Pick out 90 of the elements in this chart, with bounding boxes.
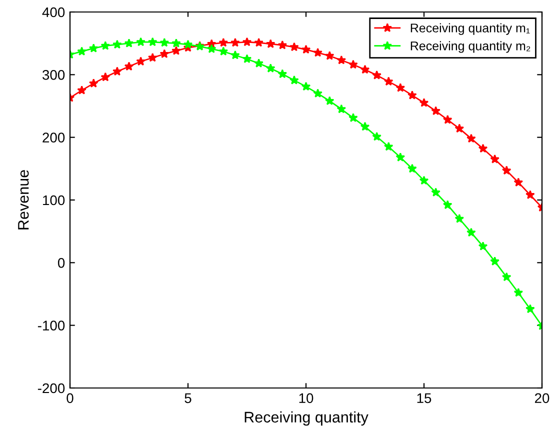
point [478, 242, 488, 250]
legend-label: Receiving quantity m₁ [410, 23, 530, 35]
point [242, 37, 252, 46]
point [112, 66, 122, 76]
point [396, 152, 406, 162]
point [360, 122, 370, 131]
point [172, 46, 181, 55]
point [124, 38, 134, 48]
point [313, 88, 322, 98]
x-tick-label: 0 [66, 393, 74, 404]
point [490, 256, 500, 266]
y-tick-label: 200 [42, 132, 65, 143]
point [301, 82, 311, 91]
point [514, 288, 524, 297]
y-tick-label: -100 [38, 320, 65, 331]
point [502, 272, 512, 282]
point [112, 40, 122, 49]
point [442, 114, 452, 124]
point [230, 38, 240, 47]
point [148, 52, 158, 62]
point [218, 38, 228, 47]
point [290, 75, 299, 84]
point [384, 76, 394, 86]
point [77, 46, 86, 56]
point [148, 37, 158, 46]
point [136, 56, 146, 66]
x-tick-label: 20 [534, 393, 550, 404]
point [408, 164, 417, 173]
y-tick-label: 0 [58, 258, 65, 268]
point [526, 190, 535, 200]
point [88, 43, 98, 52]
point [172, 38, 181, 48]
point [454, 124, 464, 133]
point [242, 54, 252, 64]
point [336, 104, 346, 114]
point [206, 44, 216, 54]
point [372, 132, 382, 141]
y-tick-label: 100 [43, 195, 65, 206]
point [266, 39, 276, 48]
point [478, 144, 488, 153]
point [324, 51, 334, 60]
point [419, 176, 429, 185]
point [160, 38, 170, 47]
point [218, 46, 228, 56]
point [136, 37, 146, 46]
point [266, 64, 276, 72]
y-tick-label: -200 [38, 383, 65, 394]
point [372, 70, 382, 80]
x-tick-label: 10 [299, 393, 314, 404]
point [100, 40, 110, 50]
point [408, 90, 417, 100]
point [278, 69, 288, 78]
point [490, 154, 500, 164]
point [254, 58, 264, 68]
point [431, 188, 440, 197]
point [526, 304, 535, 314]
point [336, 55, 346, 64]
point [290, 42, 299, 52]
point [160, 49, 170, 58]
point [431, 106, 440, 116]
point [230, 50, 240, 60]
point [454, 214, 464, 223]
point [124, 62, 134, 71]
point [442, 200, 452, 210]
point [254, 38, 264, 47]
y-tick-label: 400 [42, 7, 65, 18]
point [348, 113, 358, 122]
point [183, 40, 193, 49]
x-tick-label: 5 [184, 393, 192, 404]
point [88, 78, 98, 88]
point [466, 228, 476, 237]
point [77, 85, 86, 94]
point [348, 60, 358, 69]
point [100, 72, 110, 82]
y-tick-label: 300 [42, 70, 65, 80]
point [396, 82, 406, 92]
point [466, 134, 476, 143]
x-tick-label: 15 [417, 393, 432, 404]
point [419, 98, 429, 107]
point [301, 44, 311, 54]
point [324, 96, 334, 106]
point [384, 142, 394, 151]
point [514, 178, 524, 187]
point [278, 40, 288, 50]
point [313, 48, 322, 57]
y-axis-title: Revenue [18, 170, 29, 230]
point [502, 166, 512, 175]
x-axis-title: Receiving quantity [244, 411, 368, 426]
legend-label: Receiving quantity m₂ [410, 41, 530, 53]
point [360, 64, 370, 74]
